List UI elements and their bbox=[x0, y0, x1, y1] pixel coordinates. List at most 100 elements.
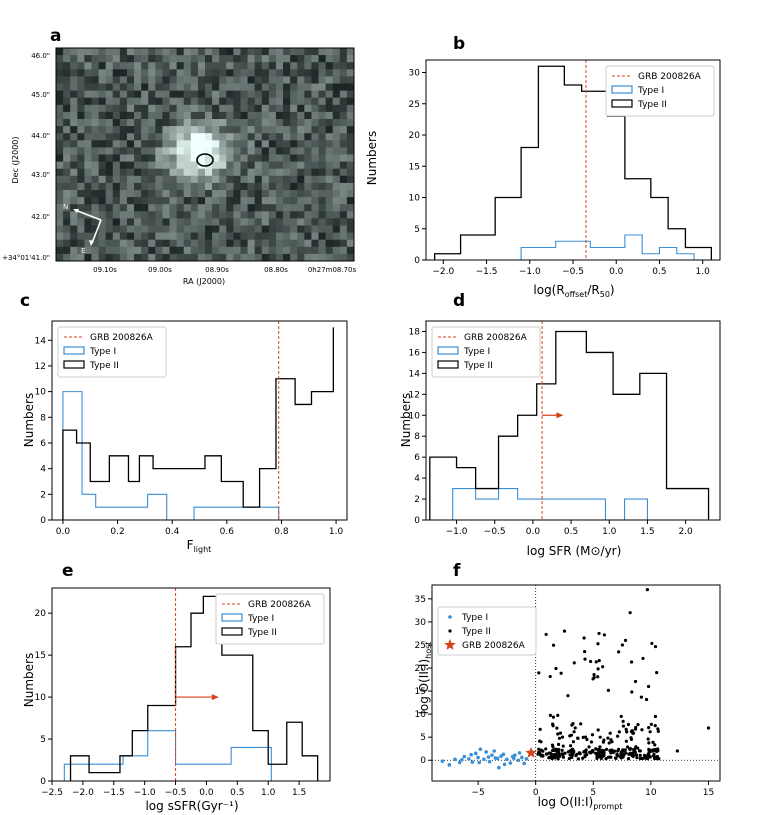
type1-point bbox=[477, 760, 482, 765]
image-pixel bbox=[325, 197, 334, 205]
type2-point bbox=[554, 666, 558, 671]
image-pixel bbox=[190, 119, 199, 127]
image-pixel bbox=[63, 225, 71, 233]
image-pixel bbox=[63, 126, 71, 134]
image-pixel bbox=[119, 246, 128, 255]
image-pixel bbox=[247, 111, 256, 120]
image-pixel bbox=[141, 211, 149, 219]
image-pixel bbox=[233, 90, 241, 99]
image-pixel bbox=[77, 48, 85, 56]
image-pixel bbox=[275, 119, 284, 127]
image-pixel bbox=[261, 119, 270, 127]
image-pixel bbox=[162, 225, 170, 233]
image-pixel bbox=[77, 90, 85, 99]
image-pixel bbox=[183, 140, 192, 148]
image-pixel bbox=[254, 204, 263, 212]
image-pixel bbox=[155, 48, 163, 56]
image-pixel bbox=[283, 211, 291, 219]
image-pixel bbox=[84, 83, 92, 91]
image-pixel bbox=[283, 48, 291, 56]
image-pixel bbox=[112, 211, 121, 219]
image-pixel bbox=[91, 161, 99, 170]
image-pixel bbox=[169, 76, 178, 84]
image-pixel bbox=[261, 147, 270, 155]
image-pixel bbox=[119, 168, 128, 177]
image-pixel bbox=[141, 154, 149, 162]
image-pixel bbox=[254, 147, 263, 155]
image-pixel bbox=[311, 225, 319, 233]
image-pixel bbox=[268, 133, 277, 141]
image-pixel bbox=[134, 55, 142, 63]
image-pixel bbox=[197, 55, 206, 63]
image-pixel bbox=[112, 175, 121, 184]
image-pixel bbox=[233, 218, 241, 226]
image-pixel bbox=[70, 90, 78, 99]
type2-point bbox=[560, 748, 564, 752]
image-pixel bbox=[176, 253, 185, 262]
type1-point bbox=[482, 757, 486, 762]
image-pixel bbox=[311, 133, 319, 141]
image-pixel bbox=[332, 253, 341, 262]
image-pixel bbox=[297, 218, 305, 226]
image-pixel bbox=[183, 182, 192, 191]
image-pixel bbox=[240, 76, 248, 84]
image-pixel bbox=[98, 55, 107, 63]
image-pixel bbox=[148, 190, 156, 198]
image-pixel bbox=[119, 239, 128, 248]
image-pixel bbox=[98, 175, 107, 184]
image-pixel bbox=[297, 111, 305, 120]
image-pixel bbox=[339, 253, 348, 262]
image-pixel bbox=[346, 76, 355, 84]
image-pixel bbox=[304, 83, 312, 91]
image-pixel bbox=[240, 253, 248, 262]
type2-point bbox=[555, 726, 559, 730]
image-pixel bbox=[134, 76, 142, 84]
image-pixel bbox=[283, 232, 291, 241]
panel-a-y-tick-label: 46.0" bbox=[31, 52, 50, 60]
image-pixel bbox=[219, 69, 227, 77]
image-pixel bbox=[219, 204, 227, 212]
image-pixel bbox=[233, 147, 241, 155]
image-pixel bbox=[254, 175, 263, 184]
x-tick-label: −0.5 bbox=[165, 788, 187, 798]
panel-b-legend bbox=[605, 65, 715, 117]
image-pixel bbox=[126, 48, 135, 56]
image-pixel bbox=[233, 175, 241, 184]
image-pixel bbox=[219, 97, 227, 106]
image-pixel bbox=[134, 197, 142, 205]
image-pixel bbox=[155, 211, 163, 219]
image-pixel bbox=[70, 225, 78, 233]
compass-east-head bbox=[89, 240, 94, 246]
image-pixel bbox=[254, 76, 263, 84]
image-pixel bbox=[325, 126, 334, 134]
image-pixel bbox=[119, 253, 128, 262]
image-pixel bbox=[134, 232, 142, 241]
image-pixel bbox=[169, 90, 178, 99]
image-pixel bbox=[148, 168, 156, 177]
image-pixel bbox=[205, 197, 213, 205]
image-pixel bbox=[169, 204, 178, 212]
type2-point bbox=[582, 636, 586, 640]
image-pixel bbox=[212, 175, 220, 184]
y-tick-label: 10 bbox=[35, 388, 47, 398]
image-pixel bbox=[304, 48, 312, 56]
image-pixel bbox=[268, 104, 277, 113]
image-pixel bbox=[70, 83, 78, 91]
image-pixel bbox=[162, 55, 170, 63]
image-pixel bbox=[290, 232, 298, 241]
image-pixel bbox=[134, 62, 142, 70]
image-pixel bbox=[134, 104, 142, 113]
image-pixel bbox=[205, 83, 213, 91]
image-pixel bbox=[240, 246, 248, 255]
image-pixel bbox=[84, 140, 92, 148]
image-pixel bbox=[318, 182, 327, 191]
image-pixel bbox=[226, 190, 234, 198]
type2-point bbox=[561, 755, 566, 759]
image-pixel bbox=[155, 83, 163, 91]
image-pixel bbox=[112, 104, 121, 113]
image-pixel bbox=[183, 161, 192, 170]
image-pixel bbox=[63, 253, 71, 262]
compass-north-arrow bbox=[74, 209, 102, 221]
type2-point bbox=[551, 715, 555, 719]
image-pixel bbox=[98, 97, 107, 106]
